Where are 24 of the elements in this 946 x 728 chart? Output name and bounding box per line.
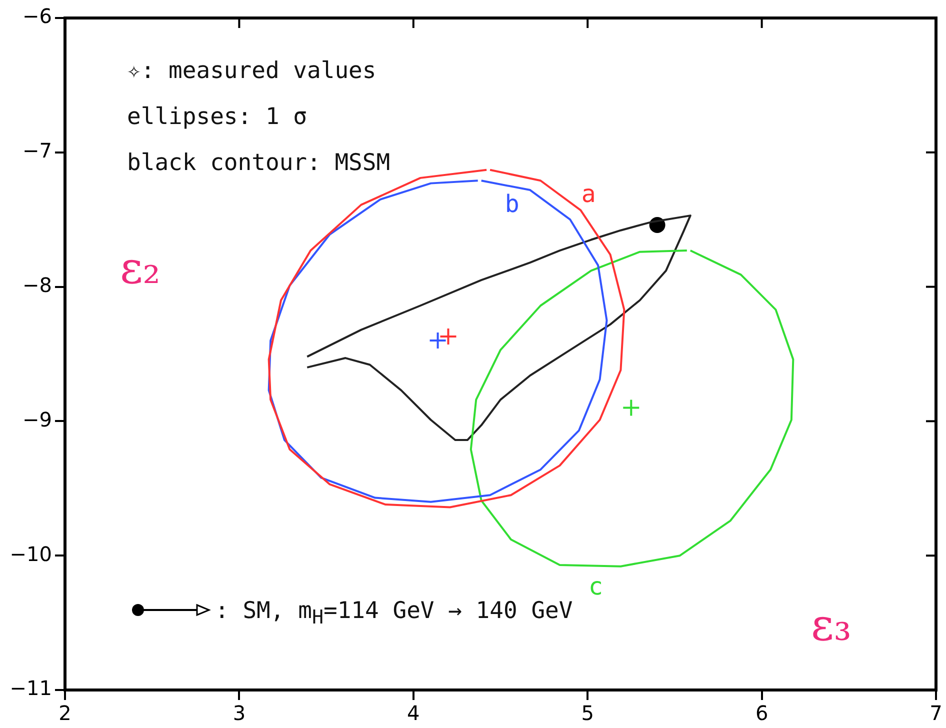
point <box>439 328 458 346</box>
annotation: black contour: MSSM <box>127 150 390 176</box>
annotation: ✧: measured values <box>127 58 376 84</box>
y-tick-label: −6 <box>22 4 52 28</box>
y-tick-label: −11 <box>10 676 52 700</box>
x-tick-label: 4 <box>407 701 420 726</box>
series-label: c <box>588 572 603 600</box>
series-label: a <box>581 180 596 208</box>
annotation: : SM, m$_{H}$=114 GeV → 140 GeV <box>215 598 573 629</box>
y-tick-label: −10 <box>10 542 52 566</box>
x-tick-label: 3 <box>232 701 246 726</box>
annotation: ellipses: 1 σ <box>127 104 308 130</box>
y-tick-label: −8 <box>22 273 52 298</box>
y-axis-title: ε₂ <box>120 243 160 294</box>
y-tick-label: −7 <box>22 138 52 163</box>
x-tick-label: 7 <box>930 701 942 726</box>
x-tick-label: 2 <box>58 701 72 726</box>
x-axis-title: ε₃ <box>811 600 852 651</box>
x-tick-label: 6 <box>755 701 768 726</box>
y-tick-label: −9 <box>22 407 52 432</box>
point <box>622 398 640 417</box>
point <box>428 332 447 350</box>
x-tick-label: 5 <box>581 701 594 726</box>
series-label: b <box>504 190 520 218</box>
